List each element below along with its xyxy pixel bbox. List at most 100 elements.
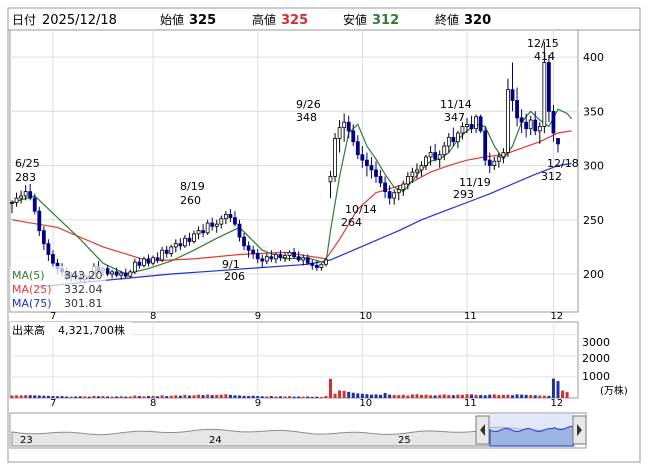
volume-bar <box>538 395 542 398</box>
candle-body-up <box>10 202 14 204</box>
candle-body-down <box>51 254 55 264</box>
candle-body-down <box>123 272 128 277</box>
candle <box>496 152 501 168</box>
candle-body-down <box>228 213 233 219</box>
volume-bar <box>542 395 546 398</box>
volume-bar <box>142 396 146 398</box>
annotation-date-6/25: 6/25 <box>15 157 40 170</box>
candle-body-up <box>301 257 306 261</box>
volume-bar <box>15 395 19 398</box>
candle <box>187 232 192 246</box>
legend-bg <box>10 266 106 310</box>
volume-bar <box>420 395 423 398</box>
candle-body-up <box>442 145 447 156</box>
volume-bar <box>101 396 105 398</box>
volume-bar <box>19 395 23 398</box>
candle-body-down <box>242 236 246 247</box>
volume-bar <box>342 390 346 398</box>
high-value: 325 <box>281 13 308 28</box>
volume-bar <box>228 394 232 398</box>
volume-bar <box>10 395 14 398</box>
navigator-left-handle[interactable] <box>475 415 490 445</box>
candle-body-down <box>387 191 392 199</box>
candle-body-up <box>428 152 433 158</box>
candle-body-up <box>119 272 124 276</box>
volume-bar <box>74 396 78 398</box>
volume-bar <box>333 393 337 398</box>
open-value: 325 <box>189 13 216 28</box>
candle <box>369 156 374 179</box>
volume-bar <box>242 395 246 398</box>
candle-body-down <box>164 249 169 254</box>
volume-bar <box>51 396 55 398</box>
volume-bar <box>96 396 100 398</box>
candle-body-up <box>496 156 501 162</box>
candle-body-up <box>169 246 174 254</box>
volume-bar <box>278 396 282 398</box>
candle <box>360 146 365 168</box>
candle-body-up <box>506 89 510 153</box>
volume-bar <box>415 394 419 398</box>
annotation-value-12/15: 414 <box>534 50 555 63</box>
volume-bar <box>92 395 96 398</box>
candle <box>337 120 342 153</box>
volume-unit: (万株) <box>600 384 628 397</box>
candle-body-down <box>524 121 529 130</box>
volume-bar <box>83 396 87 398</box>
candle-body-down <box>269 256 274 260</box>
open-label: 始値 <box>160 12 184 27</box>
candle <box>14 192 19 207</box>
volume-bar <box>46 395 50 398</box>
candle <box>324 257 328 267</box>
ma-legend: MA(5) 343.20 MA(25) 332.04 MA(75) 301.81 <box>10 266 106 310</box>
range-navigator[interactable]: 23 24 25 <box>9 412 587 449</box>
candle-body-up <box>160 249 165 261</box>
volume-bar <box>60 396 64 398</box>
volume-bar <box>183 394 187 398</box>
volume-bar <box>165 396 169 398</box>
candle <box>374 161 378 183</box>
volume-bar <box>474 394 478 398</box>
volume-bar <box>451 395 455 398</box>
volume-bar <box>133 395 137 398</box>
candle <box>264 253 269 265</box>
candle <box>182 234 187 249</box>
volume-bar <box>492 394 496 398</box>
candle <box>415 163 419 179</box>
volume-tick-3000: 3000 <box>582 336 610 349</box>
candle <box>556 138 560 153</box>
candle-body-down <box>41 230 46 245</box>
candle <box>314 261 319 271</box>
candle <box>515 87 519 127</box>
volume-bar <box>310 396 314 398</box>
candle-body-down <box>310 262 315 266</box>
volume-bar <box>438 394 442 398</box>
volume-bar <box>556 381 560 398</box>
navigator-right-handle[interactable] <box>572 415 587 445</box>
nav-year-25: 25 <box>398 435 411 446</box>
candle-body-down <box>551 110 556 134</box>
candle <box>533 111 538 136</box>
annotation-value-11/19: 293 <box>453 188 474 201</box>
candle <box>132 258 137 275</box>
candle <box>164 245 169 258</box>
candle <box>537 122 542 144</box>
candle <box>223 211 228 225</box>
candle-body-up <box>14 197 19 203</box>
volume-bar <box>465 394 469 398</box>
candle-body-down <box>146 258 151 264</box>
legend-ma25-label: MA(25) <box>12 283 52 296</box>
volume-bar <box>124 396 128 398</box>
volume-bar <box>160 395 164 398</box>
annotation-value-10/14: 264 <box>341 216 362 229</box>
candle-body-down <box>32 197 37 212</box>
volume-bar <box>319 397 323 398</box>
candle-body-down <box>210 222 215 227</box>
volume-bar <box>547 395 551 398</box>
candle-body-up <box>392 192 397 199</box>
candle <box>196 226 201 240</box>
volume-bar <box>524 394 528 398</box>
candle-body-down <box>351 130 356 143</box>
volume-bar <box>529 395 533 398</box>
month-axis-2-tick-10: 10 <box>359 398 372 409</box>
